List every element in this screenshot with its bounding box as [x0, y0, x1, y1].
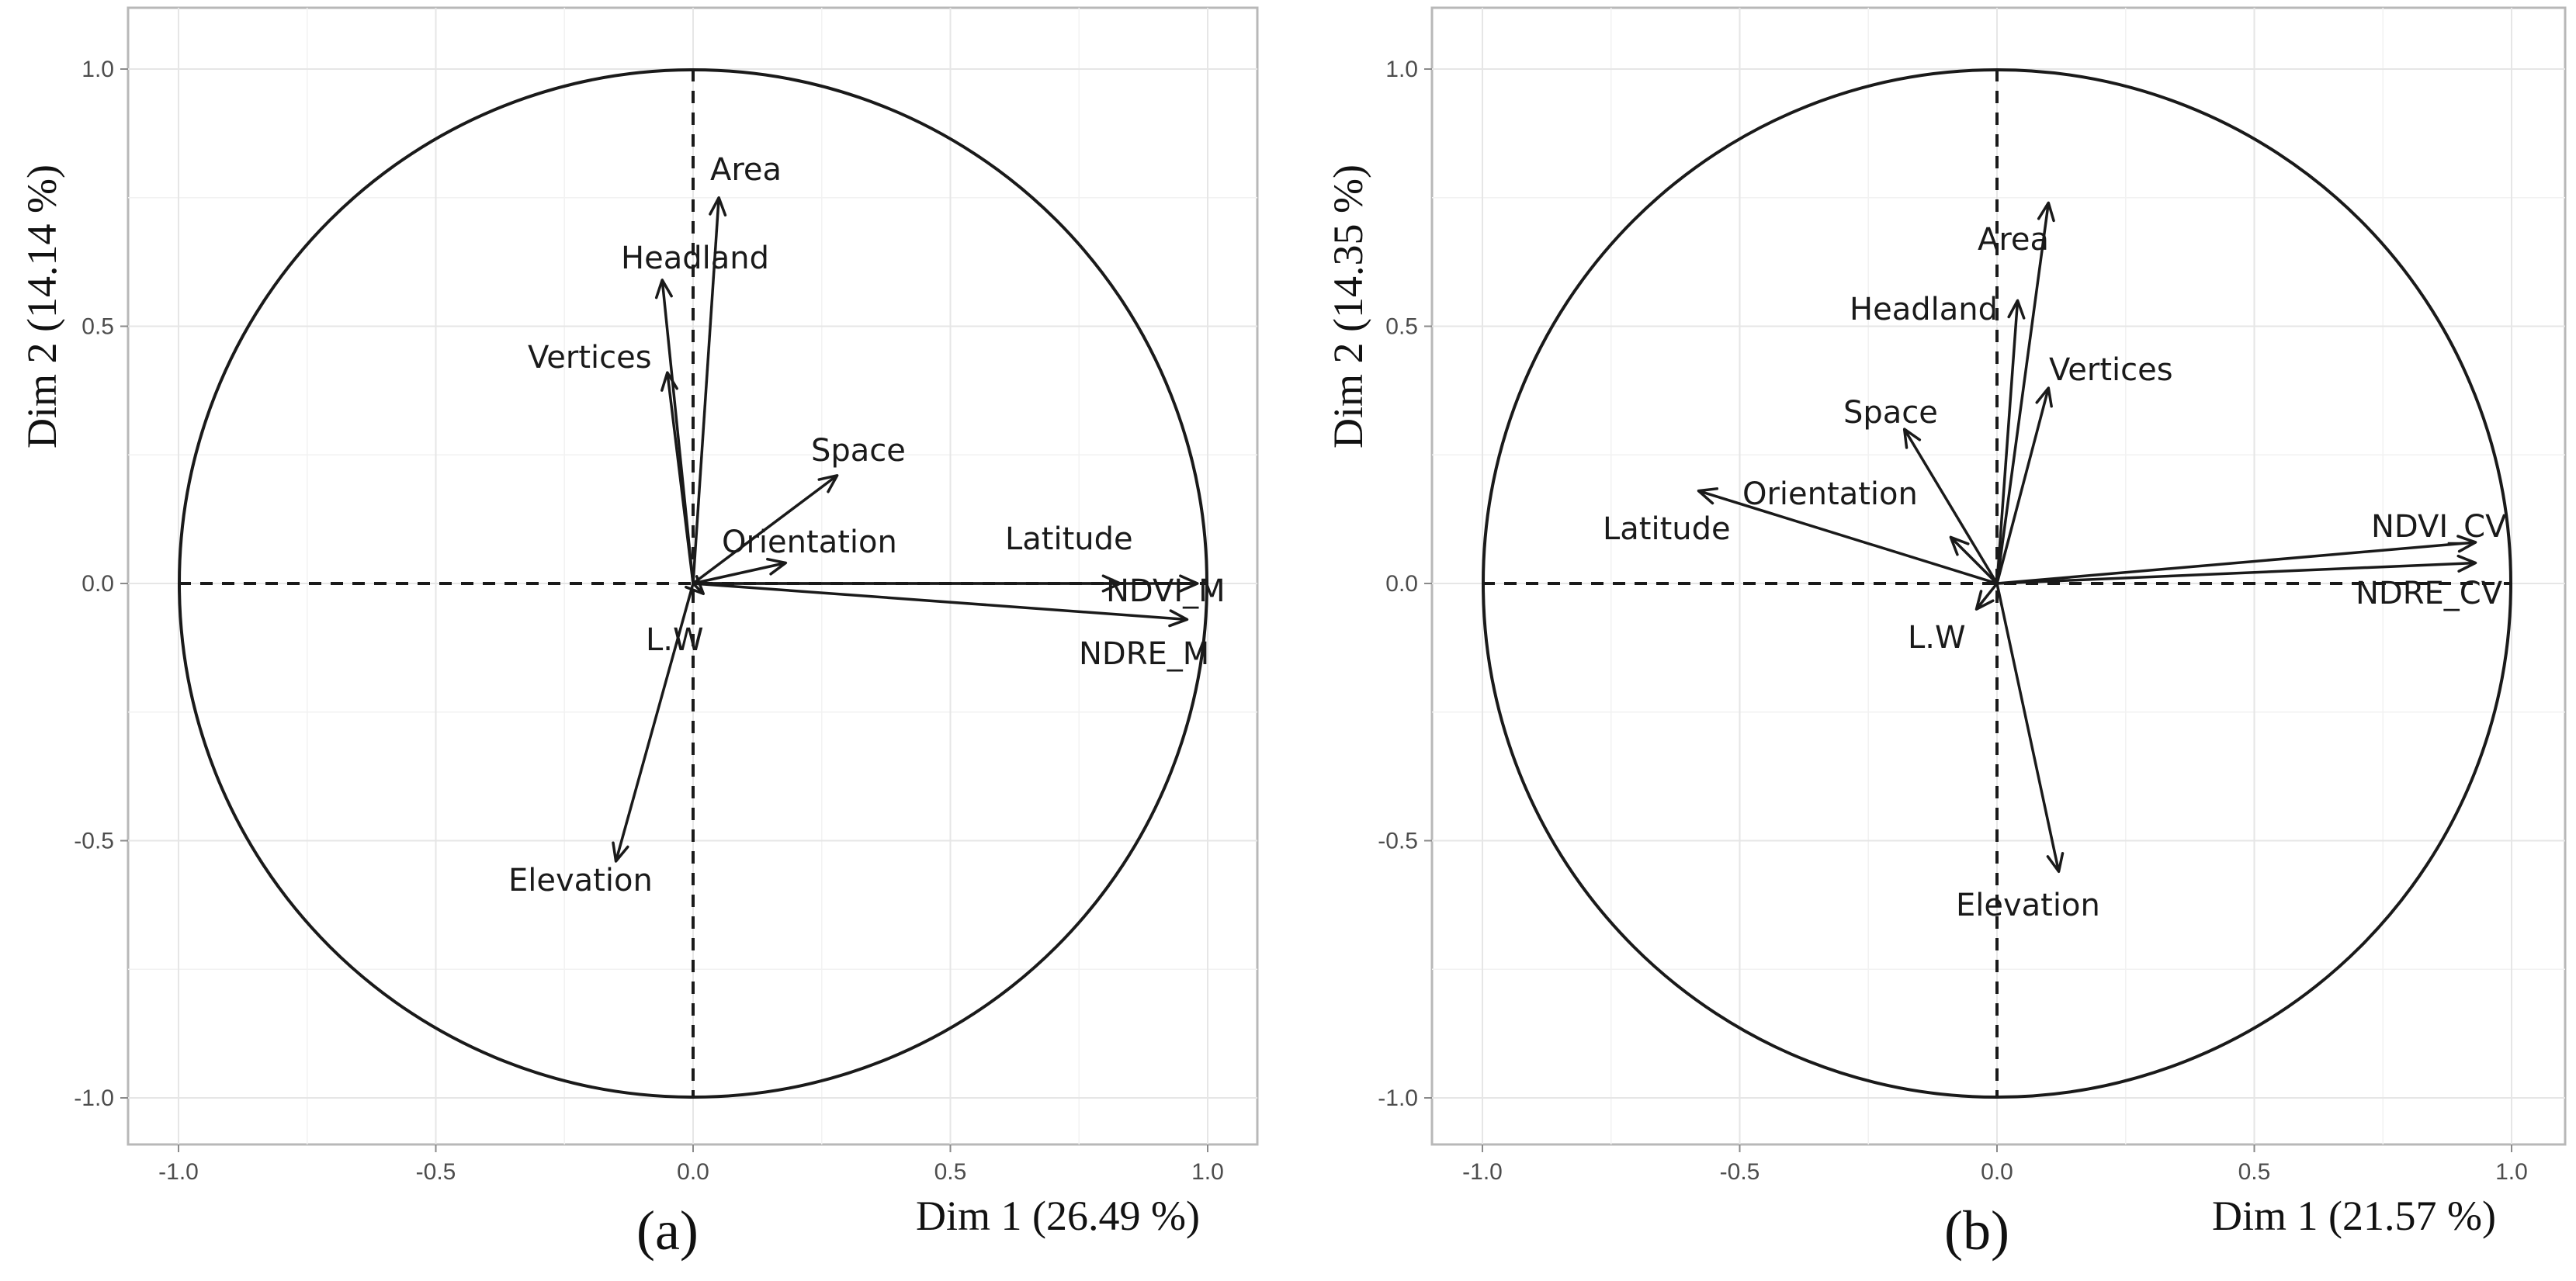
- arrow-ndvi-cv: [1996, 541, 2476, 585]
- variable-label-space: Space: [1843, 395, 1938, 431]
- y-axis-title: Dim 2 (14.35 %): [1325, 164, 1371, 448]
- variable-label-ndre-cv: NDRE_CV: [2356, 576, 2503, 611]
- arrowhead-l-w: [1974, 590, 1995, 611]
- arrow-space: [692, 474, 838, 585]
- panel-tag: (b): [1944, 1200, 2009, 1262]
- y-tick-label: -1.0: [74, 1085, 114, 1111]
- chart-panel-a: -1.0 -0.5 0.0 0.5 1.0 -1.0 -0.5 0.0 0.5 1.0 Area He…: [19, 6, 1259, 1262]
- arrowhead-ndre-cv: [2456, 554, 2477, 573]
- variable-label-ndvi-m: NDVI_M: [1106, 573, 1226, 609]
- variable-label-l-w: L.W: [1908, 620, 1966, 656]
- arrow-elevation: [614, 583, 695, 862]
- arrow-latitude: [1697, 489, 1998, 585]
- arrowhead-orientation: [1949, 535, 1970, 556]
- chart-panel-b: -1.0 -0.5 0.0 0.5 1.0 -1.0 -0.5 0.0 0.5 1.0 Area He…: [1325, 6, 2567, 1262]
- variable-label-latitude: Latitude: [1005, 521, 1133, 557]
- arrowhead-elevation: [612, 841, 629, 863]
- arrow-l-w: [1975, 582, 1999, 611]
- arrowhead-ndre-m: [1168, 609, 1189, 628]
- variable-label-orientation: Orientation: [722, 525, 897, 560]
- variable-label-elevation: Elevation: [1956, 888, 2100, 923]
- arrowhead-space: [817, 474, 839, 493]
- variable-label-ndvi-cv: NDVI_CV: [2371, 509, 2507, 545]
- arrow-area: [1995, 203, 2051, 584]
- x-tick-label: -0.5: [1720, 1159, 1760, 1185]
- variable-label-headland: Headland: [1850, 292, 1998, 327]
- x-tick-label: 0.5: [2238, 1159, 2271, 1185]
- arrow-orientation: [692, 561, 786, 585]
- arrow-orientation: [1950, 536, 1999, 585]
- y-tick-label: 1.0: [81, 57, 114, 82]
- x-axis-title: Dim 1 (26.49 %): [916, 1193, 1200, 1239]
- arrow-headland: [1995, 300, 2020, 584]
- x-tick-label: -0.5: [416, 1159, 456, 1185]
- x-tick-label: 1.0: [1191, 1159, 1224, 1185]
- arrowhead-elevation: [2046, 852, 2065, 874]
- arrowhead-latitude: [1697, 487, 1719, 505]
- arrow-elevation: [1995, 583, 2061, 872]
- panel-tag: (a): [636, 1200, 699, 1262]
- y-tick-label: -1.0: [1378, 1085, 1418, 1111]
- arrow-space: [1903, 428, 1999, 584]
- variable-label-elevation: Elevation: [508, 863, 653, 898]
- variable-label-headland: Headland: [621, 241, 769, 276]
- arrowhead-area: [2037, 201, 2055, 223]
- arrowhead-orientation: [766, 557, 788, 576]
- variable-label-area: Area: [1978, 222, 2049, 258]
- variable-label-vertices: Vertices: [528, 340, 652, 376]
- arrowhead-vertices: [660, 371, 678, 392]
- y-tick-label: 0.0: [81, 571, 114, 597]
- arrowhead-ndvi-cv: [2456, 535, 2477, 553]
- variable-label-vertices: Vertices: [2049, 352, 2173, 388]
- x-tick-label: 0.0: [677, 1159, 709, 1185]
- arrowhead-area: [709, 196, 727, 217]
- variable-label-orientation: Orientation: [1742, 476, 1918, 512]
- x-tick-label: 1.0: [2495, 1159, 2528, 1185]
- y-tick-label: -0.5: [1378, 828, 1418, 853]
- x-tick-label: 0.5: [934, 1159, 967, 1185]
- variable-label-space: Space: [811, 433, 906, 469]
- y-tick-label: 1.0: [1385, 57, 1418, 82]
- arrow-ndre-m: [692, 582, 1187, 621]
- y-tick-label: 0.5: [81, 314, 114, 340]
- x-tick-label: -1.0: [158, 1159, 199, 1185]
- y-axis-title: Dim 2 (14.14 %): [19, 164, 65, 448]
- arrowhead-vertices: [2035, 386, 2053, 408]
- x-axis-title: Dim 1 (21.57 %): [2212, 1193, 2496, 1239]
- arrow-area: [692, 197, 720, 584]
- arrowhead-ndvi-m: [1179, 574, 1199, 593]
- arrow-vertices: [1995, 387, 2050, 584]
- arrowhead-headland: [654, 279, 673, 299]
- y-tick-label: 0.5: [1385, 314, 1418, 340]
- variable-label-latitude: Latitude: [1603, 511, 1731, 547]
- arrowhead-headland: [2007, 299, 2026, 320]
- variable-label-area: Area: [710, 152, 782, 188]
- arrow-ndre-cv: [1996, 561, 2476, 585]
- plot-panel-border: [1430, 6, 2567, 1146]
- arrowhead-space: [1902, 428, 1922, 449]
- x-tick-label: -1.0: [1462, 1159, 1503, 1185]
- variable-label-ndre-m: NDRE_M: [1079, 636, 1209, 672]
- x-tick-label: 0.0: [1981, 1159, 2013, 1185]
- y-tick-label: 0.0: [1385, 571, 1418, 597]
- y-tick-label: -0.5: [74, 828, 114, 853]
- arrow-vertices: [666, 372, 695, 584]
